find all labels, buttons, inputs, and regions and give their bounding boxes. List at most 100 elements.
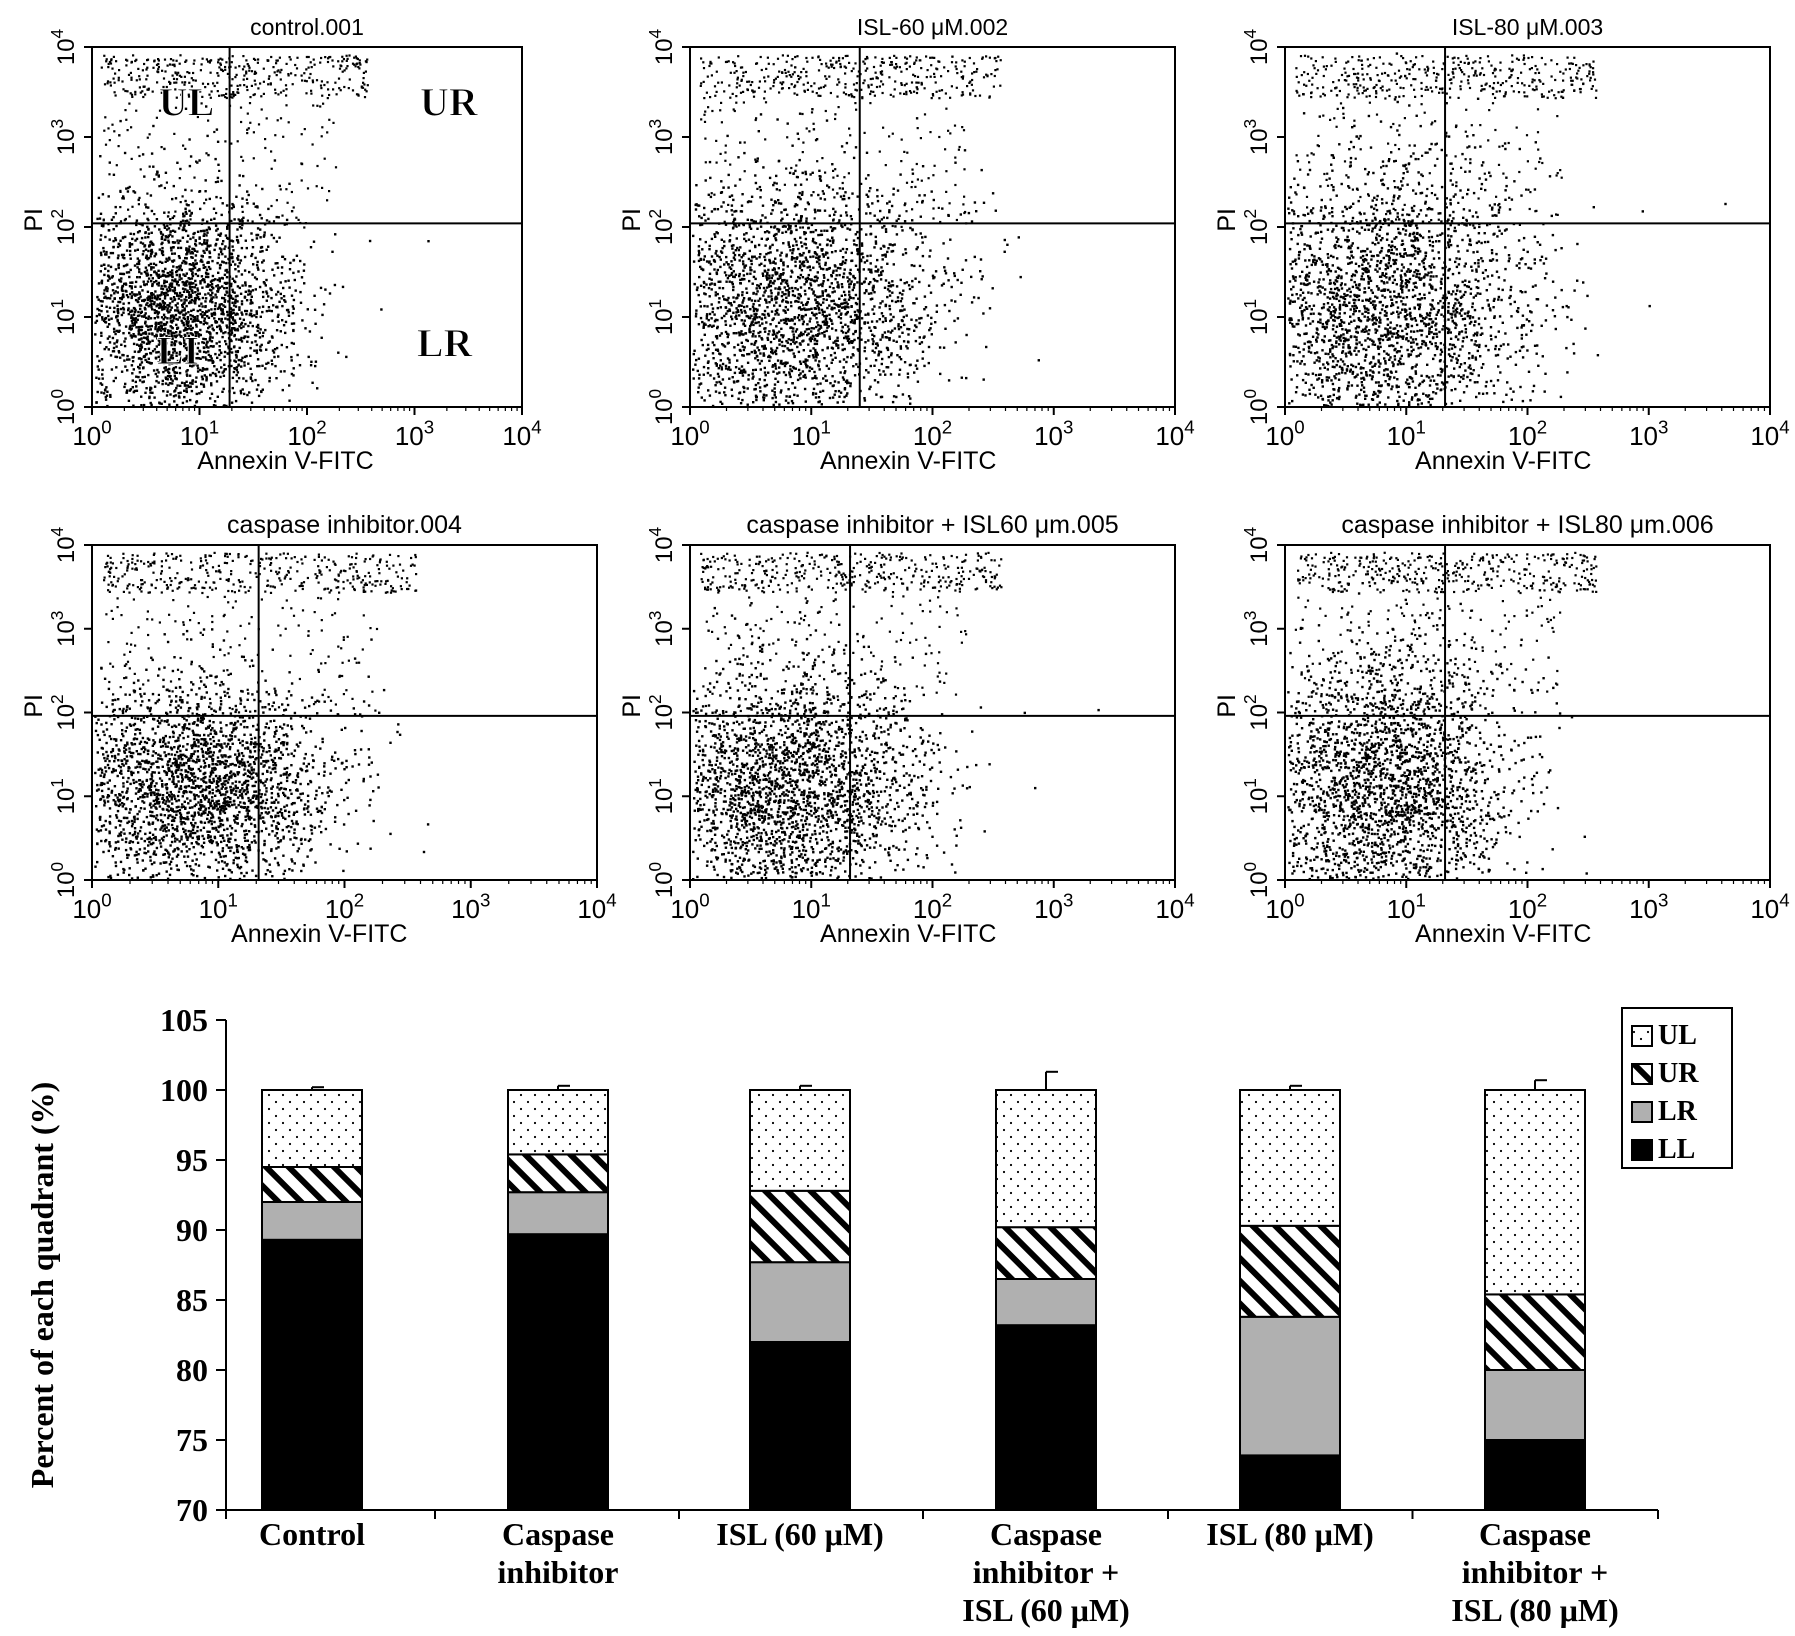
scatter-panel: ISL-80 μM.003 100 101 102 103 104 100 101 102 103… <box>1213 14 1790 475</box>
event-cloud <box>692 551 1100 881</box>
panel-title: ISL-60 μM.002 <box>857 14 1008 40</box>
legend-swatch-ll <box>1631 1139 1653 1161</box>
y-tick-label: 101 <box>645 778 678 814</box>
x-tick-label: 100 <box>670 889 709 924</box>
x-tick-label: 102 <box>287 416 326 451</box>
category-label: inhibitor + <box>973 1554 1120 1590</box>
bar-segment-ur <box>1484 1293 1586 1372</box>
y-tick-label: 103 <box>1240 611 1273 647</box>
bar-segment-ur <box>261 1166 363 1203</box>
y-tick-label: 90 <box>176 1212 208 1248</box>
category-label: Caspase <box>990 1516 1102 1552</box>
category-label: inhibitor <box>498 1554 619 1590</box>
bar-segment-lr <box>261 1201 363 1241</box>
y-tick-label: 101 <box>1240 778 1273 814</box>
x-tick-label: 104 <box>1155 416 1194 451</box>
category-label: Control <box>259 1516 365 1552</box>
x-tick-label: 102 <box>325 889 364 924</box>
x-axis-label: Annexin V-FITC <box>197 447 373 475</box>
y-tick-label: 103 <box>1240 119 1273 155</box>
event-cloud <box>692 54 1040 408</box>
y-tick-label: 104 <box>47 526 80 563</box>
category-label: ISL (60 μM) <box>962 1592 1129 1628</box>
event-cloud <box>1287 551 1598 881</box>
quadrant-label: UL <box>159 79 215 124</box>
y-tick-label: 103 <box>47 611 80 647</box>
x-tick-label: 103 <box>451 889 490 924</box>
y-tick-label: 100 <box>160 1072 208 1108</box>
x-tick-label: 101 <box>180 416 219 451</box>
x-tick-label: 103 <box>1034 889 1073 924</box>
x-tick-label: 100 <box>72 889 111 924</box>
bar-segment-lr <box>507 1191 609 1236</box>
legend-label: LL <box>1658 1134 1695 1165</box>
bar-segment-ll <box>1239 1454 1341 1512</box>
x-axis-label: Annexin V-FITC <box>820 447 996 475</box>
y-tick-label: 104 <box>1240 526 1273 563</box>
y-axis-label: PI <box>618 694 646 718</box>
y-tick-label: 80 <box>176 1352 208 1388</box>
bar-segment-lr <box>995 1278 1097 1327</box>
scatter-panel: caspase inhibitor + ISL80 μm.006 100 101 10… <box>1213 511 1790 948</box>
y-tick-label: 100 <box>1240 389 1273 425</box>
legend-swatch-lr <box>1631 1101 1653 1123</box>
y-tick-label: 104 <box>645 28 678 65</box>
bar-segment-ul <box>261 1089 363 1168</box>
category-label: ISL (60 μM) <box>716 1516 883 1552</box>
y-tick-label: 104 <box>645 526 678 563</box>
y-tick-label: 85 <box>176 1282 208 1318</box>
x-tick-label: 100 <box>670 416 709 451</box>
scatter-panels: control.001 100 101 102 103 104 100 101 102 103 10… <box>20 14 1790 948</box>
panel-title: control.001 <box>250 14 364 40</box>
error-bar <box>311 1086 324 1090</box>
x-tick-label: 104 <box>502 416 541 451</box>
y-tick-label: 95 <box>176 1142 208 1178</box>
quadrant-label: LI <box>157 328 199 373</box>
x-tick-label: 101 <box>1387 416 1426 451</box>
bar-segment-ul <box>1484 1089 1586 1296</box>
y-tick-label: 100 <box>47 862 80 898</box>
panel-frame <box>1284 544 1771 881</box>
bar-segment-ur <box>995 1226 1097 1280</box>
y-tick-label: 102 <box>645 694 678 730</box>
bar-segment-lr <box>1484 1369 1586 1441</box>
x-tick-label: 102 <box>1508 416 1547 451</box>
y-axis-label: PI <box>1213 208 1241 232</box>
x-axis-label: Annexin V-FITC <box>820 920 996 948</box>
stacked-bar-chart: 70 75 80 85 90 95 100 105 Percent of each quadra… <box>24 1002 1733 1628</box>
bar-segment-ll <box>749 1341 851 1511</box>
y-tick-label: 101 <box>645 299 678 335</box>
y-tick-label: 102 <box>1240 694 1273 730</box>
x-tick-label: 101 <box>1387 889 1426 924</box>
panel-title: caspase inhibitor.004 <box>227 511 462 539</box>
y-axis-label: PI <box>20 208 48 232</box>
bar-segment-ul <box>1239 1089 1341 1227</box>
bar-segment-ll <box>507 1233 609 1511</box>
bar-segment-ur <box>1239 1224 1341 1318</box>
x-axis-label: Annexin V-FITC <box>231 920 407 948</box>
scatter-panel: control.001 100 101 102 103 104 100 101 102 103 10… <box>20 14 542 475</box>
x-tick-label: 103 <box>1629 889 1668 924</box>
error-bar <box>1045 1070 1058 1090</box>
bar-segment-ul <box>749 1089 851 1192</box>
x-tick-label: 101 <box>792 416 831 451</box>
y-tick-label: 101 <box>1240 299 1273 335</box>
error-bar <box>557 1084 570 1090</box>
x-tick-label: 102 <box>913 889 952 924</box>
x-tick-label: 100 <box>72 416 111 451</box>
y-tick-label: 101 <box>47 778 80 814</box>
x-axis-label: Annexin V-FITC <box>1415 447 1591 475</box>
x-tick-label: 103 <box>1034 416 1073 451</box>
bar-segment-ul <box>507 1089 609 1156</box>
y-axis-label: PI <box>618 208 646 232</box>
scatter-panel: ISL-60 μM.002 100 101 102 103 104 100 101 102 103… <box>618 14 1195 475</box>
legend-label: UR <box>1658 1058 1699 1089</box>
y-tick-label: 100 <box>645 862 678 898</box>
bar-segment-ll <box>995 1324 1097 1511</box>
x-axis-label: Annexin V-FITC <box>1415 920 1591 948</box>
y-tick-label: 102 <box>1240 209 1273 245</box>
y-tick-label: 75 <box>176 1422 208 1458</box>
y-tick-label: 70 <box>176 1492 208 1528</box>
event-cloud <box>94 54 430 408</box>
